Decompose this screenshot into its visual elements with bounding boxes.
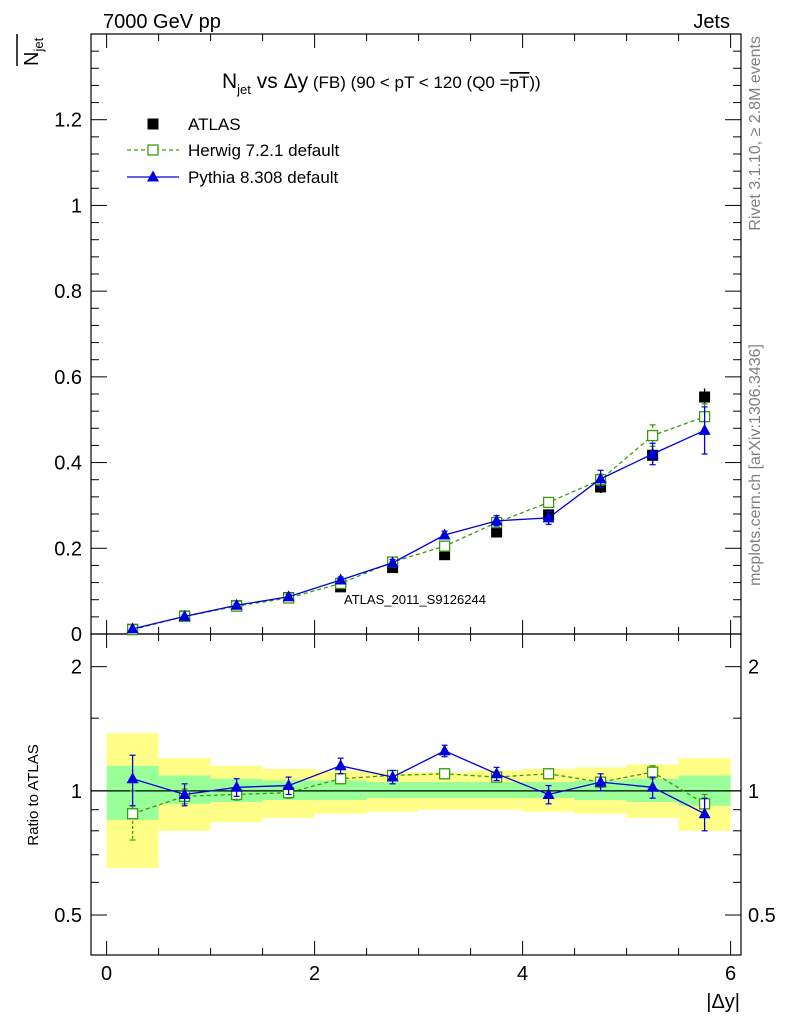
ratio-band-inner [314,780,367,801]
ratio-point-pythia-8-308-default [698,807,711,819]
ratio-point-pythia-8-308-default [542,787,555,799]
x-tick-label: 6 [725,963,736,985]
ratio-point-pythia-8-308-default [490,767,503,779]
rivet-label: Rivet 3.1.10, ≥ 2.8M events [747,36,764,231]
x-tick-label: 4 [517,963,528,985]
ratio-point-pythia-8-308-default [646,780,659,792]
ratio-y-tick-label: 1 [71,781,82,803]
mcplots-label: mcplots.cern.ch [arXiv:1306.3436] [747,344,764,586]
ratio-point-herwig-7-2-1-default [438,768,451,780]
axis-ticks: 0 2 4 6 0 0.2 0.4 0.6 0.8 1 1.2 0.5 0.5 1 1 2 2 [54,34,776,985]
main-point-pythia-8-308-default [386,556,399,568]
ratio-point-pythia-8-308-default [386,770,399,782]
main-point-pythia-8-308-default [438,528,451,540]
ratio-y-tick-label-right: 1 [748,781,759,803]
main-point-pythia-8-308-default [542,511,555,523]
main-line-pythia-8-308-default [132,429,705,630]
ratio-y-tick-label-right: 2 [748,657,759,679]
ratio-point-pythia-8-308-default [438,744,451,756]
main-point-pythia-8-308-default [126,622,139,634]
ratio-point-herwig-7-2-1-default [334,773,347,785]
main-point-pythia-8-308-default [698,423,711,435]
title-vs: vs [251,70,284,93]
legend-label: Pythia 8.308 default [188,168,339,187]
main-point-herwig-7-2-1-default [542,496,555,509]
plot-frames [90,33,742,956]
main-point-pythia-8-308-default [334,573,347,585]
y-tick-label: 0.2 [54,538,82,560]
y-tick-label: 1.2 [54,110,82,132]
header-left: 7000 GeV pp [103,11,221,33]
ratio-point-herwig-7-2-1-default [646,766,659,778]
main-point-atlas [491,526,503,538]
legend-marker [147,118,159,130]
legend-label: Herwig 7.2.1 default [188,141,339,160]
ratio-frame [90,633,742,956]
x-tick-label: 2 [309,963,320,985]
main-point-herwig-7-2-1-default [438,540,451,552]
y-tick-label: 0.8 [54,281,82,303]
main-line-herwig-7-2-1-default [132,416,705,631]
ratio-point-pythia-8-308-default [178,787,191,799]
xlabel: |Δy| [706,991,740,1013]
ratio-line-pythia-8-308-default [132,750,705,815]
ylabel-sub: jet [31,37,46,52]
ylabel-n: N [21,52,43,66]
main-point-atlas [439,549,451,561]
ratio-point-herwig-7-2-1-default [126,808,139,820]
main-point-pythia-8-308-default [594,472,607,484]
main-point-pythia-8-308-default [178,609,191,621]
header-right: Jets [693,11,730,33]
y-tick-label: 0 [71,624,82,646]
title-sub: jet [236,82,251,97]
title-n: N [222,70,237,93]
legend: ATLAS Herwig 7.2.1 default Pythia 8.308 de… [127,115,339,187]
main-point-pythia-8-308-default [230,598,243,610]
legend-label: ATLAS [188,115,241,134]
ratio-point-pythia-8-308-default [126,772,139,784]
ratio-band-inner [366,782,419,799]
title-close: )) [529,73,540,92]
ratio-point-pythia-8-308-default [230,780,243,792]
title-pt: pT [510,73,530,92]
main-point-atlas [699,391,711,403]
y-tick-label: 0.4 [54,453,82,475]
ratio-point-pythia-8-308-default [334,759,347,771]
data-marks [126,388,711,841]
main-point-pythia-8-308-default [646,447,659,459]
y-tick-label: 1 [71,195,82,217]
main-point-pythia-8-308-default [490,514,503,526]
analysis-label: ATLAS_2011_S9126244 [344,592,486,607]
ratio-y-tick-label: 2 [71,657,82,679]
legend-marker [147,170,159,182]
ratio-y-tick-label-right: 0.5 [748,905,776,927]
y-tick-label: 0.6 [54,367,82,389]
ratio-band-inner [470,782,523,799]
svg-text:Njet: Njet [21,37,46,66]
legend-marker [147,144,159,156]
bottom-ylabel: Ratio to ATLAS [25,744,42,845]
ratio-line-herwig-7-2-1-default [132,771,705,815]
ratio-point-pythia-8-308-default [282,779,295,791]
title-delta-y: Δy [284,70,309,93]
ratio-point-herwig-7-2-1-default [542,768,555,780]
ratio-bands [106,733,731,869]
top-ylabel: Njet [16,34,46,66]
x-tick-label: 0 [101,963,112,985]
ratio-band-inner [418,782,471,799]
main-title: Njet vs Δy (FB) (90 < pT < 120 (Q0 =pT)) [222,70,541,97]
ratio-y-tick-label: 0.5 [54,905,82,927]
title-rest: (FB) (90 < pT < 120 (Q0 = [308,73,509,92]
main-point-pythia-8-308-default [282,590,295,602]
main-point-herwig-7-2-1-default [646,429,659,442]
ratio-point-pythia-8-308-default [594,775,607,787]
